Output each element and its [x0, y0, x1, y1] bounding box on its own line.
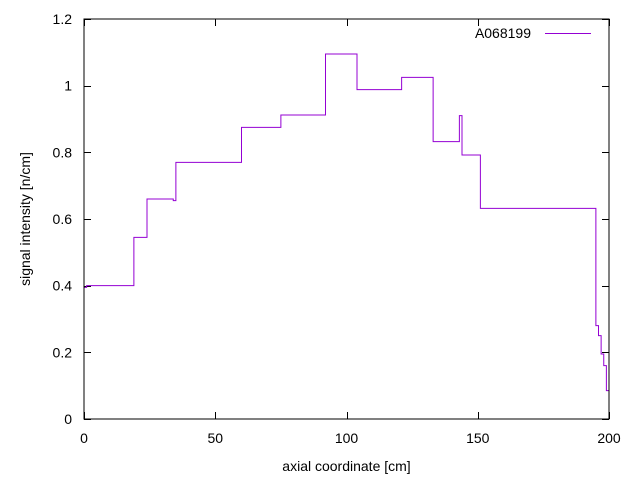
y-tick-label: 1.2 — [53, 11, 73, 27]
x-tick-label: 150 — [466, 430, 490, 446]
x-tick-label: 50 — [207, 430, 223, 446]
y-tick-label: 1 — [64, 78, 72, 94]
x-tick-label: 200 — [597, 430, 621, 446]
x-tick-label: 0 — [80, 430, 88, 446]
legend: A068199 — [475, 25, 591, 41]
x-tick-label: 100 — [335, 430, 359, 446]
plot-frame — [83, 18, 610, 420]
y-tick-label: 0.4 — [53, 278, 73, 294]
y-axis-label: signal intensity [n/cm] — [17, 152, 33, 286]
x-axis-label: axial coordinate [cm] — [282, 458, 410, 474]
y-tick-label: 0.2 — [53, 344, 73, 360]
series-line-a068199 — [84, 53, 610, 392]
y-tick-label: 0 — [64, 411, 72, 427]
legend-label-a068199: A068199 — [475, 25, 531, 41]
y-tick-label: 0.6 — [53, 211, 73, 227]
y-tick-label: 0.8 — [53, 144, 73, 160]
tick-labels: 0 50 100 150 200 0 0.2 0.4 0.6 0.8 1 1.2 — [53, 11, 621, 446]
